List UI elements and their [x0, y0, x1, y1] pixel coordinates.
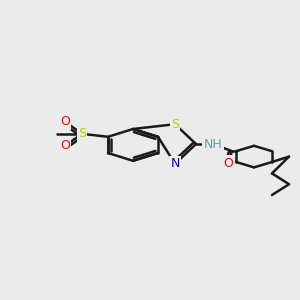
Text: O: O: [60, 115, 70, 128]
Text: NH: NH: [204, 137, 222, 151]
Text: O: O: [60, 139, 70, 152]
Text: O: O: [223, 157, 233, 170]
Text: S: S: [171, 118, 179, 131]
Text: S: S: [78, 127, 86, 140]
Text: N: N: [170, 157, 180, 170]
